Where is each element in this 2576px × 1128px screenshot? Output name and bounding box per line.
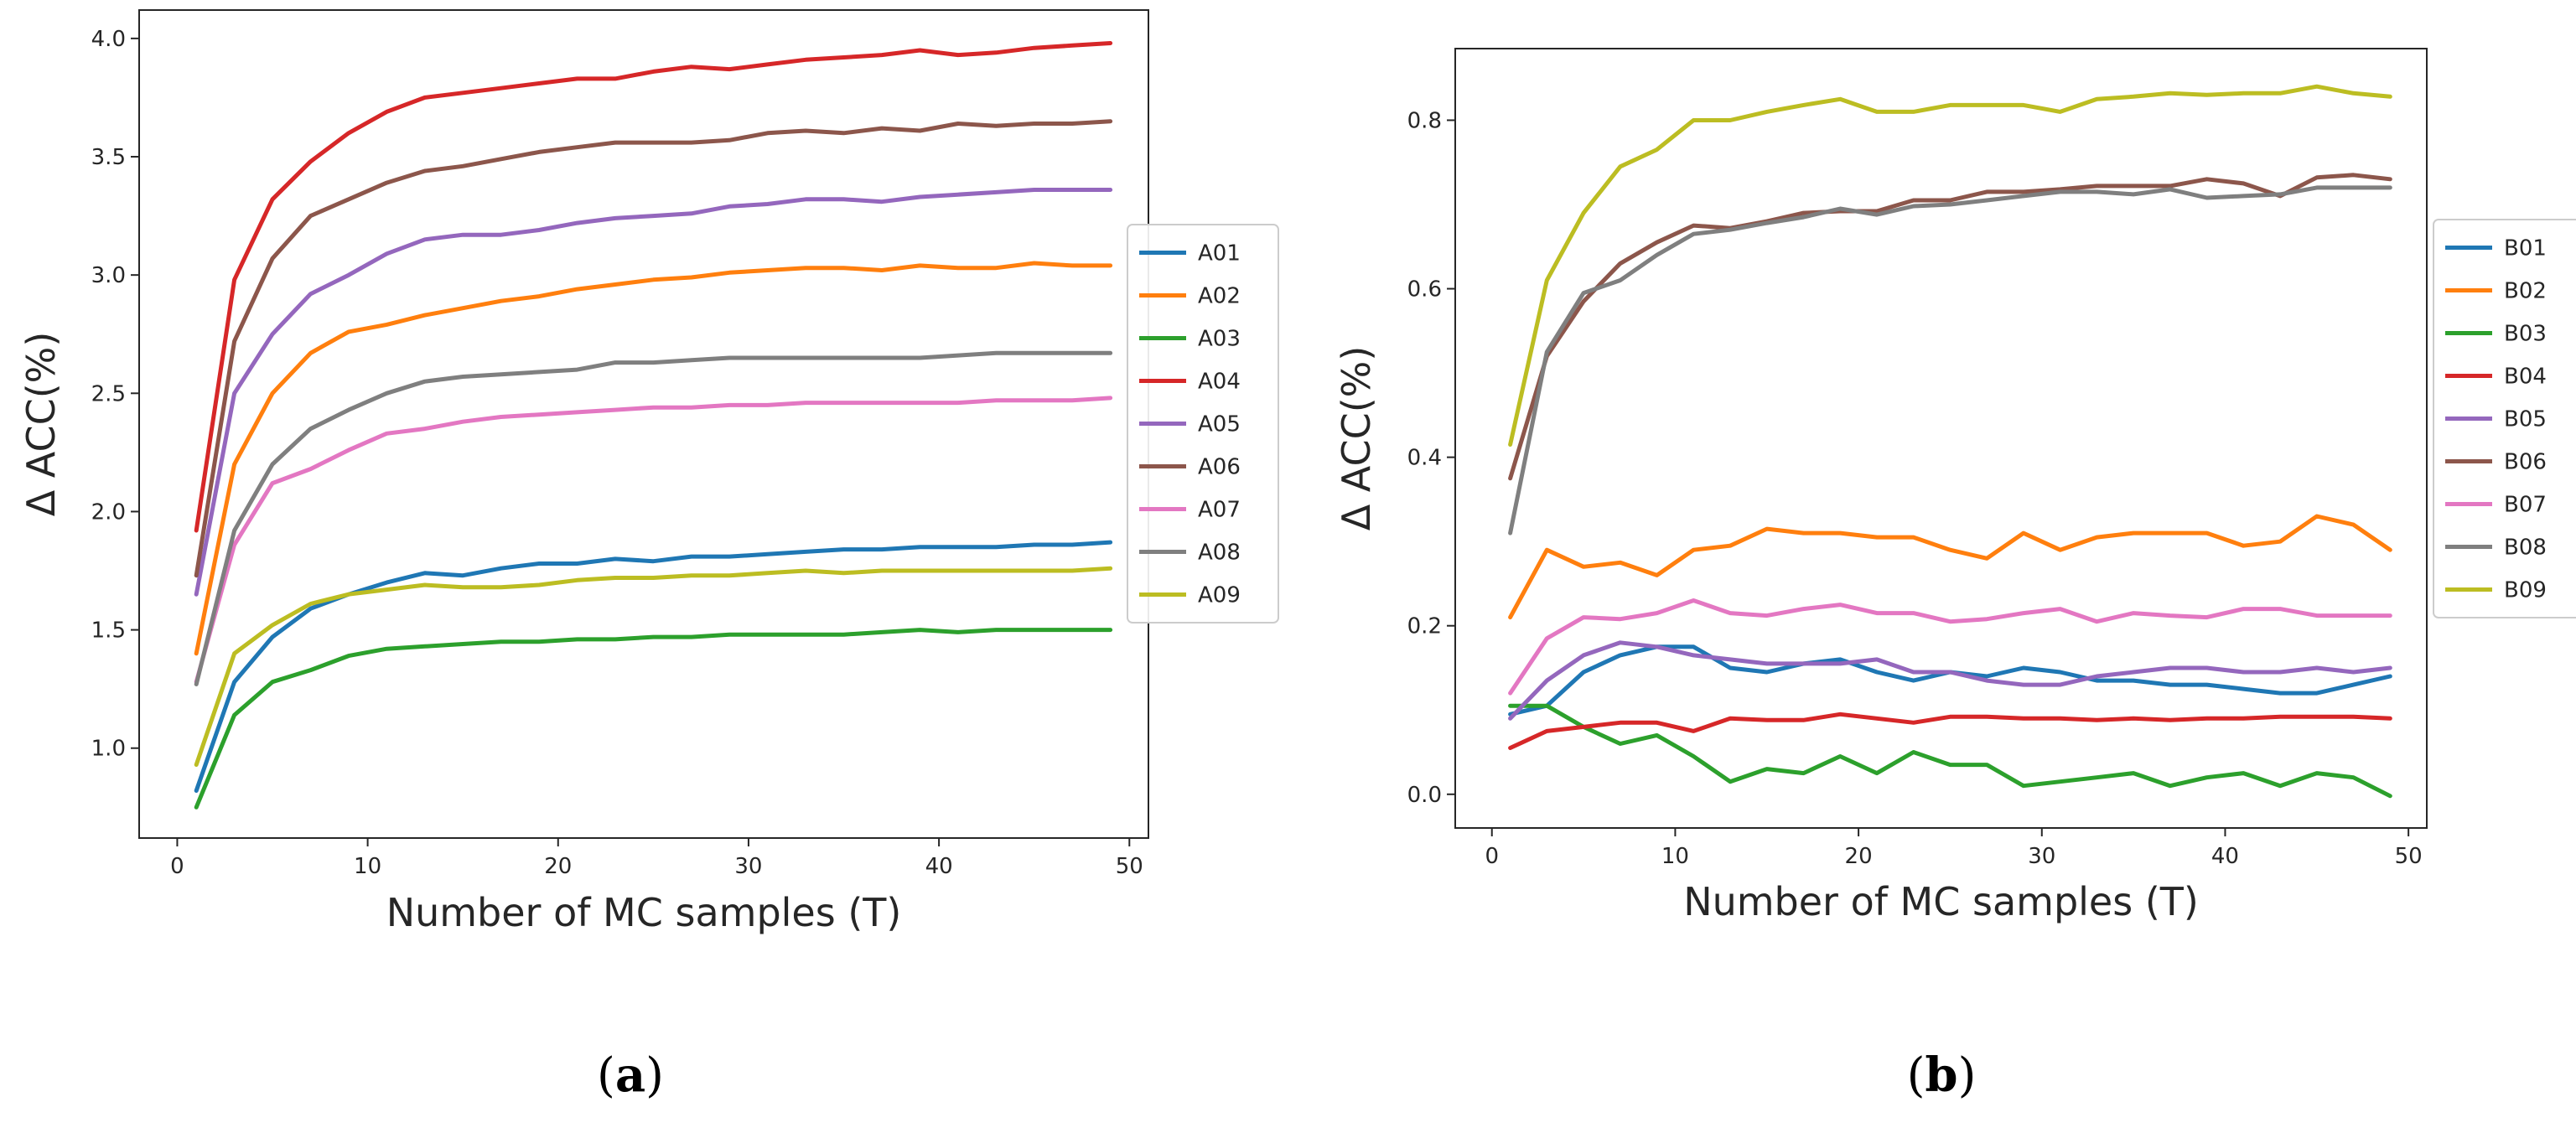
caption-close-paren: ) <box>1958 1048 1977 1103</box>
series-line-b02 <box>1508 514 2392 620</box>
x-tick-label: 20 <box>1845 844 1873 869</box>
legend: B01 B02 B03 B04 B05 B06 B07 B08 B09 <box>2433 219 2576 618</box>
caption-letter: b <box>1925 1048 1957 1103</box>
series-line-a03 <box>194 628 1113 810</box>
x-axis-label: Number of MC samples (T) <box>386 890 902 935</box>
legend-label-b09: B09 <box>2504 578 2547 603</box>
legend-label-b05: B05 <box>2504 407 2547 432</box>
plot-frame <box>1454 48 2428 829</box>
series-line-b03 <box>1508 703 2392 799</box>
y-tick-label: 0.6 <box>1407 277 1442 303</box>
series-line-a04 <box>194 41 1113 533</box>
legend-label-a09: A09 <box>1198 583 1241 608</box>
series-line-b09 <box>1508 84 2392 447</box>
panel-b: 0 10 20 30 40 50 0.0 0.2 0.4 0.6 0.8 Number of MC s… <box>1334 48 2576 1103</box>
x-tick-label: 30 <box>734 854 762 879</box>
series-line-a05 <box>194 188 1113 597</box>
y-axis-label: Δ ACC(%) <box>18 332 64 517</box>
legend-label-a01: A01 <box>1198 241 1241 266</box>
y-tick-label: 2.0 <box>91 499 126 525</box>
x-tick-label: 20 <box>544 854 572 879</box>
y-tick-label: 0.2 <box>1407 614 1442 639</box>
series-line-b07 <box>1508 598 2392 696</box>
x-tick-label: 30 <box>2028 844 2055 869</box>
legend-label-a06: A06 <box>1198 455 1241 480</box>
series-line-b05 <box>1508 640 2392 721</box>
legend-box <box>2433 219 2576 618</box>
legend-label-b03: B03 <box>2504 322 2547 347</box>
legend-label-a02: A02 <box>1198 284 1241 309</box>
series-line-a08 <box>194 350 1113 686</box>
plot-frame <box>138 9 1149 839</box>
series-line-b08 <box>1508 185 2392 536</box>
panel-caption: (a) <box>597 1048 664 1103</box>
x-tick-label: 50 <box>1116 854 1143 879</box>
x-tick-label: 10 <box>354 854 381 879</box>
x-tick-label: 10 <box>1661 844 1689 869</box>
legend-label-b02: B02 <box>2504 279 2547 304</box>
legend-label-a07: A07 <box>1198 498 1241 523</box>
panel-caption: (b) <box>1907 1048 1977 1103</box>
legend-label-a03: A03 <box>1198 327 1241 352</box>
caption-open-paren: ( <box>1907 1048 1926 1103</box>
legend-label-a04: A04 <box>1198 370 1241 395</box>
caption-open-paren: ( <box>597 1048 615 1103</box>
panel-a: 0 10 20 30 40 50 1.0 1.5 2.0 2.5 3.0 3.5 4.0 Number o… <box>18 9 1279 1103</box>
legend-label-b08: B08 <box>2504 536 2547 561</box>
legend-label-a05: A05 <box>1198 412 1241 437</box>
series-line-a07 <box>194 396 1113 685</box>
legend-label-b06: B06 <box>2504 450 2547 475</box>
series-line-a06 <box>194 119 1113 578</box>
y-tick-label: 0.0 <box>1407 783 1442 808</box>
legend: A01 A02 A03 A04 A05 A06 A07 A08 A09 <box>1127 224 1279 624</box>
x-tick-label: 40 <box>925 854 953 879</box>
caption-letter: a <box>615 1048 645 1103</box>
series-line-b04 <box>1508 711 2392 750</box>
x-tick-label: 40 <box>2211 844 2239 869</box>
y-tick-label: 1.5 <box>91 618 126 644</box>
x-tick-label: 50 <box>2395 844 2423 869</box>
y-tick-label: 0.8 <box>1407 108 1442 133</box>
caption-close-paren: ) <box>645 1048 664 1103</box>
series-line-a02 <box>194 261 1113 656</box>
y-tick-label: 3.0 <box>91 263 126 288</box>
series-line-b01 <box>1508 644 2392 717</box>
legend-label-b04: B04 <box>2504 365 2547 390</box>
legend-label-b01: B01 <box>2504 236 2547 261</box>
legend-label-b07: B07 <box>2504 493 2547 518</box>
y-tick-label: 4.0 <box>91 27 126 52</box>
x-tick-label: 0 <box>170 854 184 879</box>
x-tick-label: 0 <box>1485 844 1499 869</box>
y-tick-label: 3.5 <box>91 145 126 170</box>
series-line-a09 <box>194 566 1113 767</box>
y-axis-label: Δ ACC(%) <box>1334 346 1379 531</box>
y-tick-label: 2.5 <box>91 381 126 406</box>
legend-label-a08: A08 <box>1198 541 1241 566</box>
y-tick-label: 1.0 <box>91 737 126 762</box>
x-axis-label: Number of MC samples (T) <box>1683 879 2199 924</box>
series-line-b06 <box>1508 173 2392 481</box>
legend-box <box>1127 224 1279 624</box>
y-tick-label: 0.4 <box>1407 446 1442 471</box>
